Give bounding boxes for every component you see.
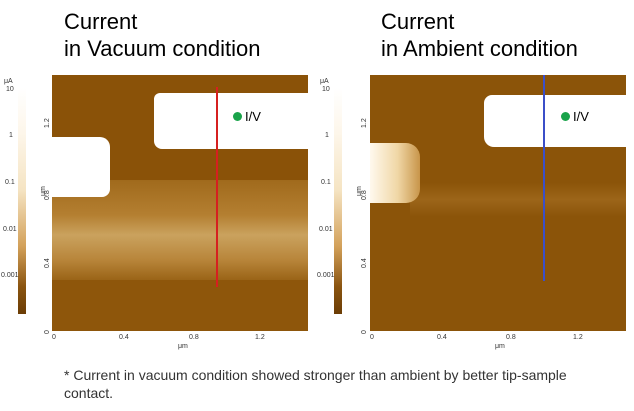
right-y-tick: 1.2 <box>361 118 368 128</box>
right-colorbar-tick: 0.001 <box>317 272 335 279</box>
right-colorbar-tick: 1 <box>325 132 329 139</box>
left-y-tick: 0.4 <box>44 258 51 268</box>
right-iv-label: I/V <box>573 109 589 124</box>
right-map-electrode <box>484 95 626 147</box>
right-colorbar-tick: 10 <box>322 86 330 93</box>
right-scan-line <box>543 75 545 281</box>
right-y-tick: 0.4 <box>361 258 368 268</box>
right-x-tick: 0.4 <box>437 334 447 341</box>
left-colorbar-tick: 1 <box>9 132 13 139</box>
left-map-electrode <box>154 93 308 149</box>
right-x-tick: 0.8 <box>506 334 516 341</box>
left-x-tick: 1.2 <box>255 334 265 341</box>
left-colorbar-tick: 10 <box>6 86 14 93</box>
left-colorbar-tick: 0.001 <box>1 272 19 279</box>
right-x-tick: 0 <box>370 334 374 341</box>
right-colorbar-tick: 0.01 <box>319 226 333 233</box>
left-colorbar-gradient <box>18 88 26 314</box>
left-y-tick: 1.2 <box>44 118 51 128</box>
left-title-line1: Current <box>64 9 138 34</box>
right-map-faint-band <box>410 183 626 217</box>
right-title-line1: Current <box>381 9 455 34</box>
left-panel-title: Current in Vacuum condition <box>64 8 261 62</box>
right-x-unit: μm <box>495 343 505 350</box>
left-scan-line <box>216 87 218 287</box>
left-title-line2: in Vacuum condition <box>64 36 261 61</box>
right-title-line2: in Ambient condition <box>381 36 578 61</box>
right-colorbar-gradient <box>334 88 342 314</box>
left-y-tick: 0 <box>44 330 51 334</box>
left-colorbar-tick: 0.01 <box>3 226 17 233</box>
left-colorbar-tick: 0.1 <box>5 179 15 186</box>
left-x-tick: 0.8 <box>189 334 199 341</box>
left-iv-label: I/V <box>245 109 261 124</box>
right-y-tick: 0.8 <box>361 190 368 200</box>
left-map-lower-region <box>52 280 308 331</box>
left-iv-marker <box>233 112 242 121</box>
left-y-tick: 0.8 <box>44 190 51 200</box>
right-panel-title: Current in Ambient condition <box>381 8 578 62</box>
right-map-bright-patch <box>370 143 420 203</box>
right-colorbar-tick: 0.1 <box>321 179 331 186</box>
left-x-unit: μm <box>178 343 188 350</box>
right-x-tick: 1.2 <box>573 334 583 341</box>
right-colorbar-unit: μA <box>320 78 329 85</box>
right-current-map: I/V <box>370 75 626 331</box>
right-iv-marker <box>561 112 570 121</box>
left-colorbar-unit: μA <box>4 78 13 85</box>
left-x-tick: 0 <box>52 334 56 341</box>
left-current-map: I/V <box>52 75 308 331</box>
left-x-tick: 0.4 <box>119 334 129 341</box>
right-y-tick: 0 <box>361 330 368 334</box>
footnote: * Current in vacuum condition showed str… <box>64 367 567 401</box>
left-map-bright-patch <box>52 137 110 197</box>
